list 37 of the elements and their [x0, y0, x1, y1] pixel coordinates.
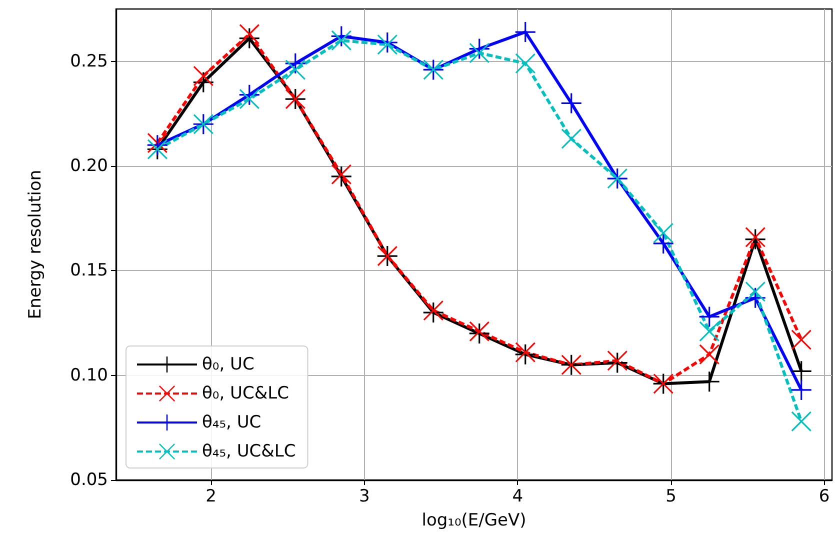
- point: [791, 411, 812, 432]
- legend-label: θ₄₅, UC: [202, 412, 262, 432]
- y-tick-label: 0.20: [70, 156, 108, 176]
- point: [745, 282, 766, 302]
- y-axis-title: Energy resolution: [26, 170, 46, 320]
- point: [791, 361, 812, 382]
- x-tick-label: 3: [358, 486, 370, 506]
- point: [515, 22, 536, 42]
- point: [239, 89, 260, 110]
- x-tick-label: 5: [666, 486, 676, 506]
- x-tick-label: 6: [818, 486, 830, 506]
- point: [699, 306, 720, 327]
- legend-label: θ₀, UC: [202, 354, 254, 374]
- point: [239, 24, 260, 44]
- point: [653, 233, 674, 254]
- point: [469, 42, 490, 63]
- point: [561, 128, 582, 149]
- x-tick-label: 2: [206, 486, 216, 506]
- y-tick-label: 0.05: [70, 470, 108, 490]
- point: [285, 60, 306, 80]
- point: [791, 330, 812, 350]
- point: [791, 380, 812, 400]
- y-tick-label: 0.25: [70, 51, 108, 72]
- point: [699, 372, 720, 392]
- y-tick-label: 0.15: [70, 260, 108, 281]
- point: [699, 344, 720, 364]
- point: [515, 53, 536, 74]
- x-tick-label: 4: [512, 486, 524, 506]
- point: [331, 30, 352, 50]
- point: [561, 93, 582, 114]
- point: [699, 321, 720, 342]
- y-tick-label: 0.10: [70, 365, 108, 386]
- legend-label: θ₄₅, UC&LC: [202, 442, 296, 462]
- x-axis-title: log₁₀(E/GeV): [422, 510, 526, 530]
- point: [193, 66, 214, 86]
- point: [653, 222, 674, 243]
- legend-label: θ₀, UC&LC: [202, 384, 289, 404]
